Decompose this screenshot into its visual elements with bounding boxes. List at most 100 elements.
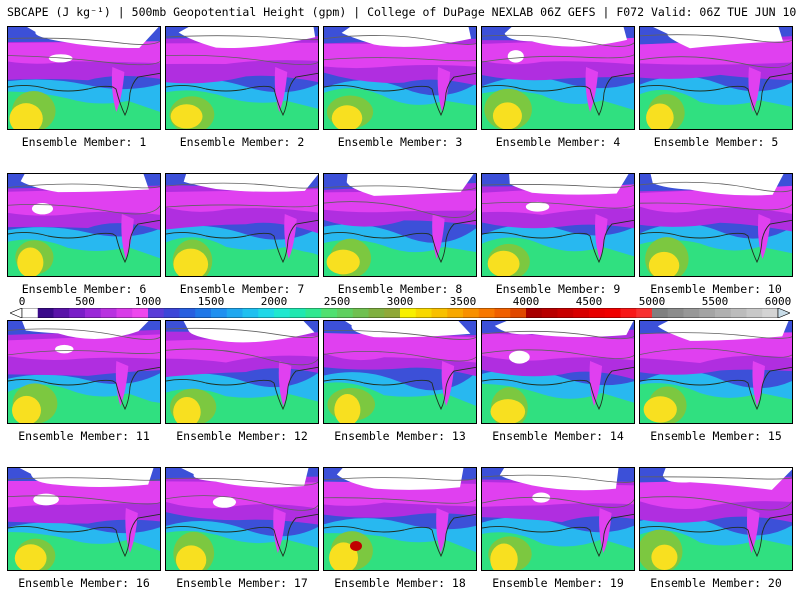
colorbar-tick-label: 0: [18, 295, 26, 308]
colorbar-segment: [526, 308, 543, 318]
zero-cape-region: [33, 493, 59, 506]
ensemble-member-panel: [481, 467, 635, 571]
ensemble-member-label: Ensemble Member: 18: [334, 576, 466, 590]
cape-field-elevated: [573, 552, 634, 570]
zero-cape-region: [507, 50, 524, 63]
colorbar-segment: [557, 308, 574, 318]
colorbar-tick-label: 3500: [449, 295, 477, 308]
ensemble-member-panel: [481, 26, 635, 130]
cape-field-very-high: [331, 105, 363, 129]
height-contour: [324, 477, 476, 481]
title-valid-time: F072 Valid: 06Z TUE JUN 10 2025: [616, 5, 797, 19]
cape-field-minimal: [121, 214, 134, 259]
colorbar-segment: [195, 308, 212, 318]
zero-cape-region: [22, 321, 149, 340]
ensemble-member-label: Ensemble Member: 9: [495, 282, 621, 296]
cape-field-very-high: [648, 251, 680, 276]
ensemble-member-panel: [7, 467, 161, 571]
colorbar-segment: [541, 308, 558, 318]
coastline: [324, 513, 476, 558]
coastline: [166, 72, 318, 117]
colorbar-segment: [699, 308, 716, 318]
cape-map: [324, 174, 476, 276]
cape-field-minimal: [746, 508, 760, 553]
height-contour: [166, 327, 318, 338]
cape-field-minimal: [324, 190, 476, 213]
height-contour: [482, 201, 634, 209]
cape-field-minimal: [8, 334, 160, 360]
height-contour: [640, 496, 792, 511]
colorbar-segment: [652, 308, 669, 318]
cape-field-elevated: [259, 250, 318, 276]
colorbar-segment: [604, 308, 621, 318]
zero-cape-region: [653, 27, 783, 49]
colorbar-segment: [510, 308, 527, 318]
ensemble-member-label: Ensemble Member: 3: [337, 135, 463, 149]
zero-cape-region: [494, 321, 634, 338]
ensemble-member-label: Ensemble Member: 16: [18, 576, 150, 590]
zero-cape-region: [31, 203, 54, 215]
colorbar-segment: [337, 308, 354, 318]
zero-cape-region: [336, 468, 464, 490]
zero-cape-region: [345, 321, 471, 338]
cape-field-elevated: [92, 256, 157, 276]
coastline: [8, 366, 160, 411]
height-contour: [8, 204, 160, 215]
colorbar-segment: [715, 308, 732, 318]
ensemble-member-panel: [165, 320, 319, 424]
cape-field-elevated: [110, 548, 160, 570]
colorbar-tick-label: 1500: [197, 295, 225, 308]
cape-field-elevated: [408, 104, 476, 129]
cape-map: [482, 27, 634, 129]
ensemble-member-panel: [7, 26, 161, 130]
cape-field-very-high: [14, 544, 47, 570]
colorbar-tick-label: 1000: [134, 295, 162, 308]
zero-cape-region: [19, 468, 154, 487]
height-contour: [8, 477, 160, 481]
height-contour: [640, 202, 792, 211]
colorbar-tick-label: 3000: [386, 295, 414, 308]
cape-field-very-high: [490, 543, 518, 570]
cape-map: [8, 27, 160, 129]
cape-field-elevated: [574, 401, 634, 423]
height-contour: [166, 204, 318, 208]
colorbar-segment: [289, 308, 306, 318]
colorbar-segment: [352, 308, 369, 318]
zero-cape-region: [650, 174, 784, 196]
colorbar-segment: [163, 308, 180, 318]
zero-cape-region: [346, 174, 474, 196]
colorbar-segment: [85, 308, 102, 318]
height-contour: [166, 477, 318, 486]
ensemble-member-panel: [639, 467, 793, 571]
ensemble-member-panel: [7, 320, 161, 424]
cape-map: [324, 468, 476, 570]
ensemble-member-panel: [323, 26, 477, 130]
zero-cape-region: [55, 344, 74, 354]
colorbar-tick-label: 5000: [638, 295, 666, 308]
ensemble-member-panel: [165, 467, 319, 571]
colorbar-segment: [478, 308, 495, 318]
zero-cape-region: [27, 27, 159, 48]
cape-field-elevated: [258, 401, 318, 423]
colorbar-tick-label: 2500: [323, 295, 351, 308]
cape-field-minimal: [585, 67, 599, 112]
ensemble-member-panel: [323, 320, 477, 424]
title-separator: |: [110, 5, 132, 19]
colorbar-segment: [274, 308, 291, 318]
colorbar-segment: [69, 308, 86, 318]
height-contour: [482, 184, 634, 188]
cape-field-elevated: [407, 255, 476, 276]
cape-field-minimal: [274, 67, 288, 112]
colorbar-segment: [53, 308, 70, 318]
colorbar-tick-label: 2000: [260, 295, 288, 308]
cape-map: [166, 27, 318, 129]
colorbar-min-arrow: [10, 308, 23, 318]
cape-map: [640, 321, 792, 423]
coastline: [640, 513, 792, 558]
cape-field-very-high: [170, 104, 203, 129]
colorbar-segment: [636, 308, 653, 318]
cape-field-minimal: [166, 481, 318, 509]
zero-cape-region: [212, 496, 237, 508]
coastline: [166, 366, 318, 411]
coastline: [482, 72, 634, 117]
